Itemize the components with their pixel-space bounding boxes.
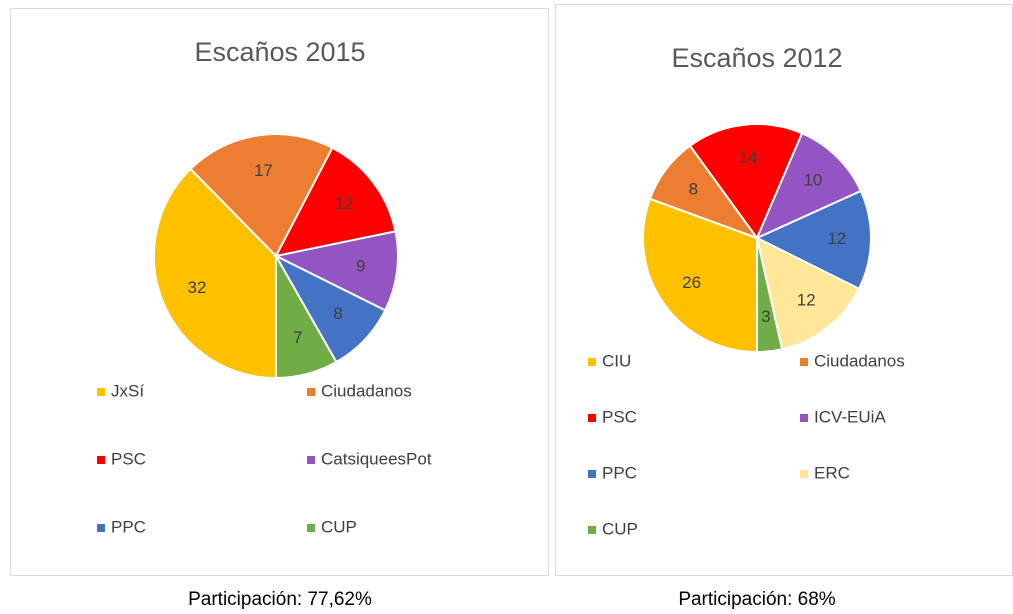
legend-marker xyxy=(97,524,105,532)
pie-slice xyxy=(153,167,277,380)
legend-label: Ciudadanos xyxy=(814,351,905,370)
data-label: 26 xyxy=(682,273,701,292)
legend-label: PPC xyxy=(111,517,146,536)
data-label: 3 xyxy=(761,307,770,326)
data-label: 7 xyxy=(293,328,302,347)
legend-label: PPC xyxy=(602,463,637,482)
chart-title: Escaños 2012 xyxy=(671,43,842,73)
data-label: 8 xyxy=(333,304,342,323)
pie-slice xyxy=(642,197,758,354)
data-label: 14 xyxy=(739,148,758,167)
caption: Participación: 68% xyxy=(678,589,835,610)
legend-marker xyxy=(97,456,105,464)
pie-slice xyxy=(688,123,804,241)
data-label: 9 xyxy=(356,257,365,276)
legend-marker xyxy=(307,456,315,464)
legend-label: PSC xyxy=(602,407,637,426)
pie-slice xyxy=(754,189,872,291)
data-label: 12 xyxy=(797,290,816,309)
legend-label: CUP xyxy=(321,517,357,536)
data-label: 17 xyxy=(254,161,273,180)
data-label: 12 xyxy=(827,229,846,248)
legend-marker xyxy=(800,414,808,422)
pie-slice xyxy=(189,133,334,258)
pie-slice xyxy=(274,146,397,258)
legend-label: JxSí xyxy=(111,381,144,400)
pie-slice xyxy=(272,230,399,312)
legend-marker xyxy=(307,524,315,532)
legend-label: CatsiqueesPot xyxy=(321,449,432,468)
data-label: 8 xyxy=(689,179,698,198)
legend-label: PSC xyxy=(111,449,146,468)
data-label: 12 xyxy=(335,194,354,213)
legend-label: ERC xyxy=(814,463,850,482)
legend-marker xyxy=(588,358,596,366)
legend-marker xyxy=(588,526,596,534)
legend-label: Ciudadanos xyxy=(321,381,412,400)
legend-label: ICV-EUiA xyxy=(814,407,886,426)
legend-marker xyxy=(588,414,596,422)
pie-slice xyxy=(755,236,861,351)
pie-slice xyxy=(755,131,863,240)
legend-marker xyxy=(800,470,808,478)
caption: Participación: 77,62% xyxy=(188,589,372,610)
pie-slice xyxy=(756,237,784,354)
legend-label: CUP xyxy=(602,519,638,538)
data-label: 32 xyxy=(187,278,206,297)
pie-slice xyxy=(275,252,338,380)
legend-marker xyxy=(97,388,105,396)
chart-title: Escaños 2015 xyxy=(194,37,365,67)
legend-marker xyxy=(307,388,315,396)
legend-label: CIU xyxy=(602,351,631,370)
legend-marker xyxy=(800,358,808,366)
legend-marker xyxy=(588,470,596,478)
data-label: 10 xyxy=(803,171,822,190)
